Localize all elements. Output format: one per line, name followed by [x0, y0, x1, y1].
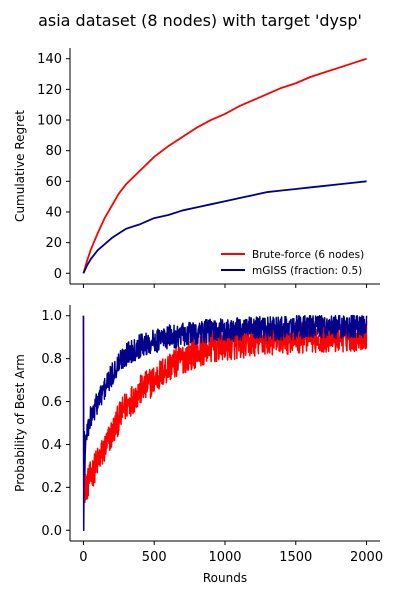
cumulative-regret-panel: 0 20 40 60 80 100 120 140 Cumulative Regret Bru… — [13, 48, 380, 288]
bot-x-tick-label: 1000 — [208, 550, 241, 565]
top-y-tick-label: 100 — [37, 114, 62, 129]
top-y-tick-label: 0 — [54, 267, 62, 282]
brute-force-regret-line — [82, 57, 367, 274]
probability-best-arm-panel: 0.0 0.2 0.4 0.6 0.8 1.0 0 500 1000 1500 2000 Prob… — [13, 305, 383, 585]
bot-y-tick-label: 0.2 — [41, 481, 62, 496]
top-y-tick-label: 40 — [45, 205, 62, 220]
bot-y-tick-label: 1.0 — [41, 309, 62, 324]
legend-label-mgiss: mGISS (fraction: 0.5) — [252, 265, 362, 277]
bottom-y-ticks: 0.0 0.2 0.4 0.6 0.8 1.0 — [41, 309, 70, 539]
mgiss-regret-line — [82, 180, 367, 274]
top-y-tick-label: 140 — [37, 52, 62, 67]
probability-series — [82, 314, 368, 532]
bot-x-tick-label: 2000 — [350, 550, 383, 565]
cumulative-regret-series — [82, 57, 367, 274]
top-y-tick-label: 60 — [45, 175, 62, 190]
bot-x-tick-label: 1500 — [279, 550, 312, 565]
chart-title: asia dataset (8 nodes) with target 'dysp… — [38, 11, 362, 30]
bot-x-tick-label: 500 — [142, 550, 167, 565]
bottom-x-axis-label: Rounds — [203, 571, 247, 585]
bottom-x-ticks: 0 500 1000 1500 2000 — [79, 541, 383, 565]
top-y-axis-label: Cumulative Regret — [13, 110, 27, 222]
top-y-tick-label: 120 — [37, 83, 62, 98]
top-y-tick-label: 20 — [45, 236, 62, 251]
bot-y-tick-label: 0.8 — [41, 352, 62, 367]
top-x-ticks — [82, 284, 368, 288]
bot-y-tick-label: 0.4 — [41, 438, 62, 453]
top-y-ticks: 0 20 40 60 80 100 120 140 — [37, 52, 70, 282]
bot-y-tick-label: 0.6 — [41, 395, 62, 410]
bottom-y-axis-label: Probability of Best Arm — [13, 354, 27, 492]
bot-x-tick-label: 0 — [79, 550, 87, 565]
top-y-tick-label: 80 — [45, 144, 62, 159]
mgiss-probability-line — [82, 314, 368, 532]
brute-force-probability-line — [82, 315, 368, 532]
legend: Brute-force (6 nodes) mGISS (fraction: 0… — [221, 249, 364, 277]
legend-label-brute-force: Brute-force (6 nodes) — [252, 249, 364, 261]
bot-y-tick-label: 0.0 — [41, 524, 62, 539]
